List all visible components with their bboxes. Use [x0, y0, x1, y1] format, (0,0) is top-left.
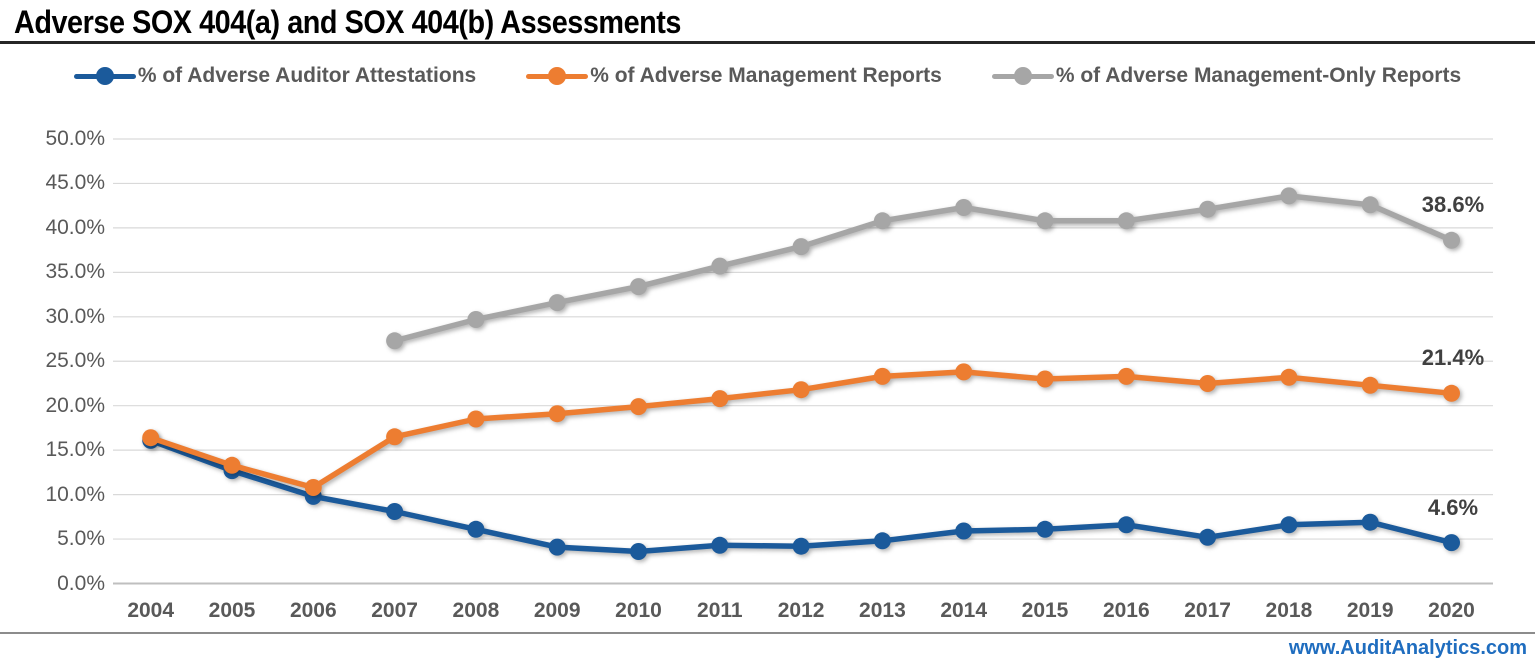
series-management-only-reports: [386, 187, 1460, 350]
data-point-management-reports-2017: [1199, 375, 1217, 392]
legend-item-management-reports[interactable]: % of Adverse Management Reports: [526, 64, 942, 88]
data-point-management-only-reports-2019: [1361, 196, 1379, 214]
data-point-auditor-attestations-2016: [1117, 516, 1135, 534]
legend-item-management-only-reports[interactable]: % of Adverse Management-Only Reports: [991, 64, 1462, 88]
data-point-management-only-reports-2013: [873, 212, 891, 230]
data-point-auditor-attestations-2019: [1361, 513, 1379, 531]
y-axis-tick-450: 45.0%: [45, 171, 105, 195]
legend-marker-management-only-reports-icon: [991, 67, 1054, 85]
y-axis-tick-200: 20.0%: [45, 393, 105, 417]
data-point-management-only-reports-2012: [792, 238, 810, 256]
data-point-management-only-reports-2014: [955, 199, 973, 216]
data-point-management-only-reports-2008: [467, 311, 485, 328]
series-line-auditor-attestations: [147, 437, 1455, 555]
data-point-auditor-attestations-2007: [386, 503, 404, 520]
data-point-auditor-attestations-2017: [1199, 528, 1217, 546]
x-axis-tick-2014: 2014: [940, 599, 988, 622]
y-axis-tick-250: 25.0%: [45, 349, 105, 373]
end-value-label-management-only-reports: 38.6%: [1421, 192, 1485, 218]
series-auditor-attestations: [142, 431, 1460, 560]
data-point-auditor-attestations-2014: [955, 522, 973, 540]
data-point-management-only-reports-2018: [1280, 187, 1298, 205]
x-axis-tick-2009: 2009: [533, 599, 581, 622]
end-value-label-management-reports: 21.4%: [1421, 345, 1485, 371]
y-axis-tick-350: 35.0%: [45, 260, 105, 284]
legend-label-management-reports: % of Adverse Management Reports: [590, 64, 942, 87]
data-point-management-reports-2013: [873, 367, 891, 385]
y-axis-tick-100: 10.0%: [45, 482, 105, 506]
x-axis-tick-2020: 2020: [1428, 599, 1475, 622]
chart-title: Adverse SOX 404(a) and SOX 404(b) Assess…: [14, 4, 681, 40]
chart-legend: % of Adverse Auditor Attestations % of Ad…: [0, 64, 1535, 88]
data-point-management-only-reports-2009: [548, 294, 566, 312]
y-axis-tick-500: 50.0%: [45, 127, 105, 150]
y-axis-tick-400: 40.0%: [45, 215, 105, 239]
data-point-management-only-reports-2011: [711, 257, 729, 275]
data-point-management-reports-2006: [304, 479, 322, 496]
data-point-management-reports-2016: [1117, 367, 1135, 385]
series-line-management-only-reports: [391, 193, 1455, 344]
y-axis-tick-150: 15.0%: [45, 438, 105, 462]
data-point-management-only-reports-2020: [1443, 231, 1460, 249]
data-point-auditor-attestations-2010: [630, 543, 647, 560]
data-point-auditor-attestations-2012: [792, 537, 810, 555]
x-axis-tick-2006: 2006: [289, 599, 337, 622]
legend-marker-auditor-attestations-icon: [73, 67, 136, 85]
footer-divider: [0, 632, 1535, 634]
data-point-auditor-attestations-2009: [548, 538, 566, 556]
legend-item-auditor-attestations[interactable]: % of Adverse Auditor Attestations: [73, 64, 477, 88]
data-point-management-reports-2005: [223, 456, 241, 474]
y-axis-tick-00: 0.0%: [57, 571, 105, 595]
x-axis-tick-2011: 2011: [697, 599, 743, 622]
data-point-auditor-attestations-2008: [467, 520, 485, 538]
x-axis-tick-2015: 2015: [1021, 599, 1069, 622]
x-axis-tick-2007: 2007: [371, 599, 418, 622]
title-underline: [0, 41, 1535, 44]
x-axis-tick-2019: 2019: [1346, 599, 1394, 622]
y-axis-tick-300: 30.0%: [45, 304, 105, 328]
data-point-management-reports-2014: [955, 363, 973, 381]
x-axis-tick-2010: 2010: [615, 599, 662, 622]
audit-analytics-link[interactable]: www.AuditAnalytics.com: [1288, 637, 1527, 659]
data-point-auditor-attestations-2013: [873, 532, 891, 550]
data-point-management-reports-2004: [142, 429, 160, 447]
x-axis-tick-2008: 2008: [452, 599, 500, 622]
data-point-auditor-attestations-2020: [1443, 534, 1460, 552]
x-axis-tick-2005: 2005: [208, 599, 256, 622]
legend-label-auditor-attestations: % of Adverse Auditor Attestations: [137, 64, 477, 87]
data-point-management-reports-2020: [1443, 384, 1460, 402]
data-point-management-only-reports-2010: [630, 278, 647, 296]
data-point-management-reports-2012: [792, 381, 810, 399]
data-point-management-reports-2010: [630, 398, 647, 416]
data-point-management-reports-2007: [386, 428, 404, 446]
series-management-reports: [142, 363, 1460, 496]
x-axis-tick-2018: 2018: [1265, 599, 1313, 622]
data-point-management-reports-2011: [711, 390, 729, 408]
gridlines: [113, 138, 1493, 585]
x-axis-tick-2012: 2012: [777, 599, 825, 622]
x-axis-tick-2004: 2004: [127, 599, 175, 622]
x-axis-tick-2013: 2013: [859, 599, 906, 622]
data-point-management-reports-2009: [548, 405, 566, 423]
end-value-label-auditor-attestations: 4.6%: [1427, 494, 1479, 520]
data-point-management-only-reports-2016: [1117, 212, 1135, 230]
data-point-management-only-reports-2015: [1036, 212, 1054, 230]
legend-marker-management-reports-icon: [526, 67, 589, 85]
data-point-management-reports-2008: [467, 410, 485, 428]
legend-label-management-only-reports: % of Adverse Management-Only Reports: [1055, 64, 1462, 87]
data-point-auditor-attestations-2018: [1280, 516, 1298, 534]
data-point-auditor-attestations-2011: [711, 536, 729, 554]
data-point-management-only-reports-2007: [386, 332, 404, 350]
data-point-management-reports-2019: [1361, 376, 1379, 394]
data-point-management-reports-2015: [1036, 370, 1054, 388]
data-point-management-only-reports-2017: [1199, 200, 1217, 218]
x-axis-tick-2017: 2017: [1184, 599, 1231, 622]
y-axis-tick-50: 5.0%: [57, 527, 105, 551]
x-axis-tick-2016: 2016: [1102, 599, 1150, 622]
data-point-auditor-attestations-2015: [1036, 520, 1054, 538]
data-point-management-reports-2018: [1280, 368, 1298, 386]
